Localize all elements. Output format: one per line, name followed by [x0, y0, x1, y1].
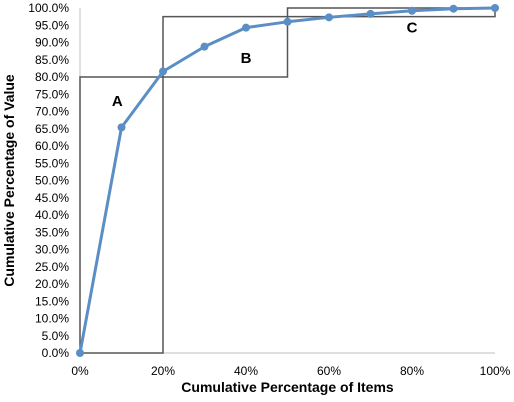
data-point — [117, 123, 126, 132]
region-b-label: B — [241, 50, 252, 67]
region-a-box — [79, 76, 164, 354]
y-tick-labels: 0.0% 5.0% 10.0% 15.0% 20.0% 25.0% 30.0% 35.0% 40… — [28, 1, 69, 360]
data-point — [366, 9, 375, 18]
data-point — [200, 42, 209, 51]
x-axis-title: Cumulative Percentage of Items — [181, 379, 394, 395]
x-tick-label: 20% — [151, 364, 175, 378]
y-tick-label: 0.0% — [42, 346, 70, 360]
y-tick-label: 35.0% — [35, 225, 69, 239]
y-tick-label: 40.0% — [35, 208, 69, 222]
y-tick-label: 30.0% — [35, 243, 69, 257]
y-tick-label: 10.0% — [35, 312, 69, 326]
data-point — [325, 13, 333, 22]
region-c-label: C — [407, 20, 418, 37]
y-tick-label: 20.0% — [35, 277, 69, 291]
y-tick-label: 90.0% — [35, 36, 69, 50]
data-point — [159, 67, 167, 76]
y-tick-label: 50.0% — [35, 174, 69, 188]
y-tick-label: 95.0% — [35, 18, 69, 32]
region-c-box — [286, 7, 496, 18]
x-tick-label: 80% — [400, 364, 424, 378]
x-tick-label: 0% — [71, 364, 89, 378]
y-tick-label: 25.0% — [35, 260, 69, 274]
y-tick-label: 80.0% — [35, 70, 69, 84]
y-tick-label: 15.0% — [35, 294, 69, 308]
x-tick-label: 40% — [234, 364, 258, 378]
data-point — [76, 349, 84, 357]
x-tick-labels: 0% 20% 40% 60% 80% 100% — [71, 364, 510, 378]
region-b-box — [162, 15, 289, 78]
data-point — [242, 23, 250, 32]
y-tick-label: 60.0% — [35, 139, 69, 153]
y-tick-label: 70.0% — [35, 105, 69, 119]
data-point — [408, 6, 416, 15]
data-point — [491, 4, 499, 12]
y-tick-label: 5.0% — [42, 329, 70, 343]
y-tick-label: 100.0% — [28, 1, 69, 15]
y-tick-label: 85.0% — [35, 53, 69, 67]
region-a-label: A — [112, 93, 123, 110]
x-tick-label: 60% — [317, 364, 341, 378]
series-group — [76, 4, 499, 357]
data-point — [449, 4, 458, 13]
y-tick-label: 65.0% — [35, 122, 69, 136]
y-tick-label: 45.0% — [35, 191, 69, 205]
y-tick-label: 55.0% — [35, 156, 69, 170]
y-axis-title: Cumulative Percentage of Value — [1, 74, 17, 287]
x-tick-label: 100% — [480, 364, 511, 378]
abc-regions: A B C — [79, 7, 496, 354]
y-tick-label: 75.0% — [35, 87, 69, 101]
data-point — [283, 17, 292, 26]
